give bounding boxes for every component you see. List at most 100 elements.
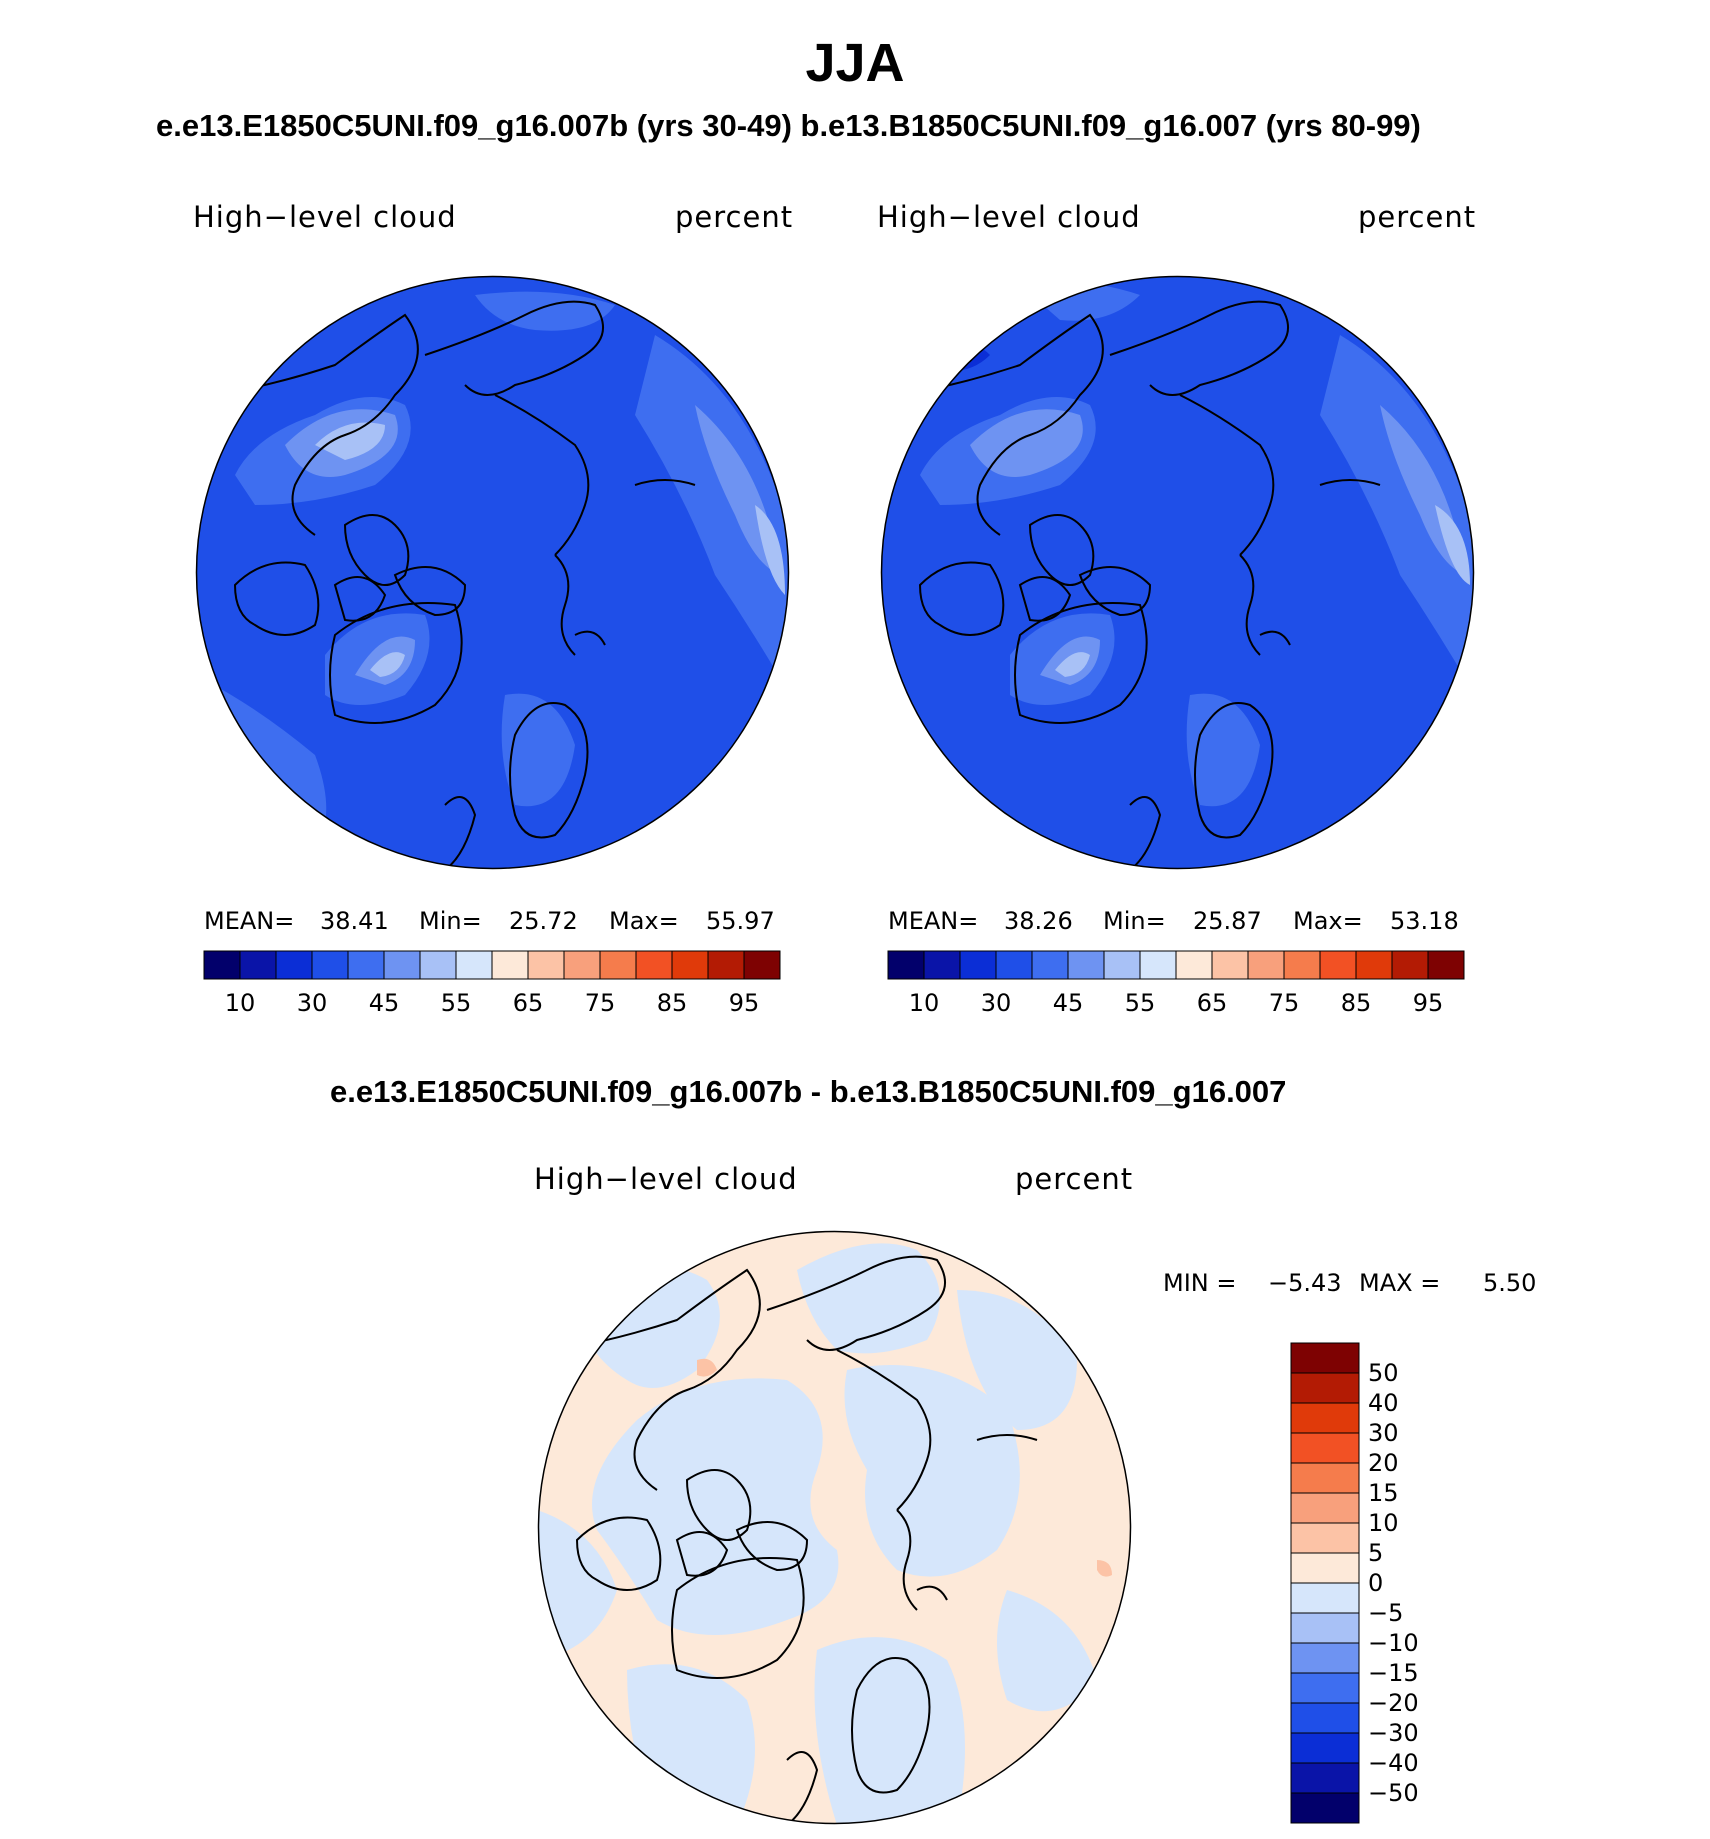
- panel1-mean-value: 38.41: [320, 907, 389, 935]
- panel2-colorbar: [887, 950, 1465, 980]
- colorbar-swatch: [1247, 950, 1285, 980]
- colorbar-tick-label: 75: [1268, 989, 1300, 1017]
- colorbar-swatch: [455, 950, 493, 980]
- colorbar-swatch: [995, 950, 1033, 980]
- panel2-units-label: percent: [1358, 200, 1477, 234]
- diff-colorbar-tick-label: 15: [1368, 1479, 1399, 1507]
- diff-colorbar-swatch: [1290, 1462, 1360, 1494]
- colorbar-swatch: [1355, 950, 1393, 980]
- diff-colorbar-swatch: [1290, 1522, 1360, 1554]
- panel2-max-label: Max=: [1293, 907, 1363, 935]
- colorbar-swatch: [419, 950, 457, 980]
- diff-colorbar-tick-label: −5: [1368, 1599, 1404, 1627]
- colorbar-swatch: [1391, 950, 1429, 980]
- diff-colorbar-tick-label: 10: [1368, 1509, 1399, 1537]
- colorbar-swatch: [1067, 950, 1105, 980]
- diff-colorbar-swatch: [1290, 1762, 1360, 1794]
- colorbar-tick-label: 45: [368, 989, 400, 1017]
- panel2-max-value: 53.18: [1390, 907, 1459, 935]
- colorbar-swatch: [743, 950, 781, 980]
- colorbar-tick-label: 65: [1196, 989, 1228, 1017]
- diff-colorbar-tick-label: −10: [1368, 1629, 1419, 1657]
- colorbar-tick-label: 45: [1052, 989, 1084, 1017]
- diff-colorbar-tick-label: −40: [1368, 1749, 1419, 1777]
- colorbar-swatch: [563, 950, 601, 980]
- colorbar-swatch: [1283, 950, 1321, 980]
- panel2-mean-label: MEAN=: [888, 907, 979, 935]
- colorbar-tick-label: 55: [440, 989, 472, 1017]
- colorbar-swatch: [275, 950, 313, 980]
- diff-colorbar-tick-label: 0: [1368, 1569, 1384, 1597]
- panel2-min-value: 25.87: [1193, 907, 1262, 935]
- colorbar-swatch: [1031, 950, 1069, 980]
- colorbar-swatch: [383, 950, 421, 980]
- diff-colorbar-swatch: [1290, 1732, 1360, 1764]
- diff-colorbar: [1290, 1342, 1360, 1824]
- colorbar-swatch: [959, 950, 997, 980]
- panel2-mean-value: 38.26: [1004, 907, 1073, 935]
- diff-colorbar-swatch: [1290, 1492, 1360, 1524]
- colorbar-swatch: [1319, 950, 1357, 980]
- colorbar-swatch: [671, 950, 709, 980]
- diff-colorbar-swatch: [1290, 1432, 1360, 1464]
- panel2-polar-map: [880, 275, 1475, 870]
- colorbar-tick-label: 65: [512, 989, 544, 1017]
- panel1-colorbar: [203, 950, 781, 980]
- colorbar-swatch: [239, 950, 277, 980]
- colorbar-swatch: [311, 950, 349, 980]
- diff-colorbar-swatch: [1290, 1402, 1360, 1434]
- panel1-min-label: Min=: [419, 907, 482, 935]
- chart-title: JJA: [805, 33, 905, 93]
- panel1-units-label: percent: [675, 200, 794, 234]
- diff-colorbar-tick-label: −50: [1368, 1779, 1419, 1807]
- colorbar-swatch: [1427, 950, 1465, 980]
- colorbar-tick-label: 55: [1124, 989, 1156, 1017]
- diff-colorbar-swatch: [1290, 1672, 1360, 1704]
- colorbar-tick-label: 95: [1412, 989, 1444, 1017]
- colorbar-swatch: [203, 950, 241, 980]
- panel1-polar-map: [195, 275, 790, 870]
- colorbar-tick-label: 75: [584, 989, 616, 1017]
- colorbar-tick-label: 30: [296, 989, 328, 1017]
- diff-min-value: −5.43: [1268, 1269, 1342, 1297]
- diff-colorbar-swatch: [1290, 1792, 1360, 1824]
- diff-colorbar-swatch: [1290, 1642, 1360, 1674]
- panel1-max-label: Max=: [609, 907, 679, 935]
- colorbar-swatch: [635, 950, 673, 980]
- panel1-mean-label: MEAN=: [204, 907, 295, 935]
- diff-polar-map: [537, 1230, 1132, 1825]
- colorbar-swatch: [887, 950, 925, 980]
- panel1-max-value: 55.97: [706, 907, 775, 935]
- chart-subtitle: e.e13.E1850C5UNI.f09_g16.007b (yrs 30-49…: [156, 108, 1421, 143]
- diff-colorbar-tick-label: 20: [1368, 1449, 1399, 1477]
- diff-title: e.e13.E1850C5UNI.f09_g16.007b - b.e13.B1…: [330, 1074, 1287, 1109]
- colorbar-swatch: [1103, 950, 1141, 980]
- panel1-variable-label: High−level cloud: [193, 200, 457, 234]
- diff-variable-label: High−level cloud: [534, 1162, 798, 1196]
- diff-colorbar-swatch: [1290, 1342, 1360, 1374]
- colorbar-swatch: [491, 950, 529, 980]
- diff-colorbar-tick-label: −20: [1368, 1689, 1419, 1717]
- diff-colorbar-swatch: [1290, 1612, 1360, 1644]
- colorbar-tick-label: 30: [980, 989, 1012, 1017]
- diff-colorbar-tick-label: 40: [1368, 1389, 1399, 1417]
- colorbar-tick-label: 10: [908, 989, 940, 1017]
- colorbar-swatch: [923, 950, 961, 980]
- colorbar-swatch: [1139, 950, 1177, 980]
- colorbar-swatch: [527, 950, 565, 980]
- diff-colorbar-swatch: [1290, 1552, 1360, 1584]
- diff-units-label: percent: [1015, 1162, 1134, 1196]
- diff-min-label: MIN =: [1163, 1269, 1237, 1297]
- colorbar-swatch: [707, 950, 745, 980]
- colorbar-tick-label: 85: [656, 989, 688, 1017]
- colorbar-tick-label: 10: [224, 989, 256, 1017]
- colorbar-swatch: [347, 950, 385, 980]
- colorbar-tick-label: 95: [728, 989, 760, 1017]
- diff-colorbar-tick-label: 5: [1368, 1539, 1384, 1567]
- colorbar-swatch: [599, 950, 637, 980]
- diff-colorbar-swatch: [1290, 1702, 1360, 1734]
- colorbar-swatch: [1175, 950, 1213, 980]
- colorbar-swatch: [1211, 950, 1249, 980]
- diff-max-value: 5.50: [1483, 1269, 1537, 1297]
- diff-colorbar-swatch: [1290, 1372, 1360, 1404]
